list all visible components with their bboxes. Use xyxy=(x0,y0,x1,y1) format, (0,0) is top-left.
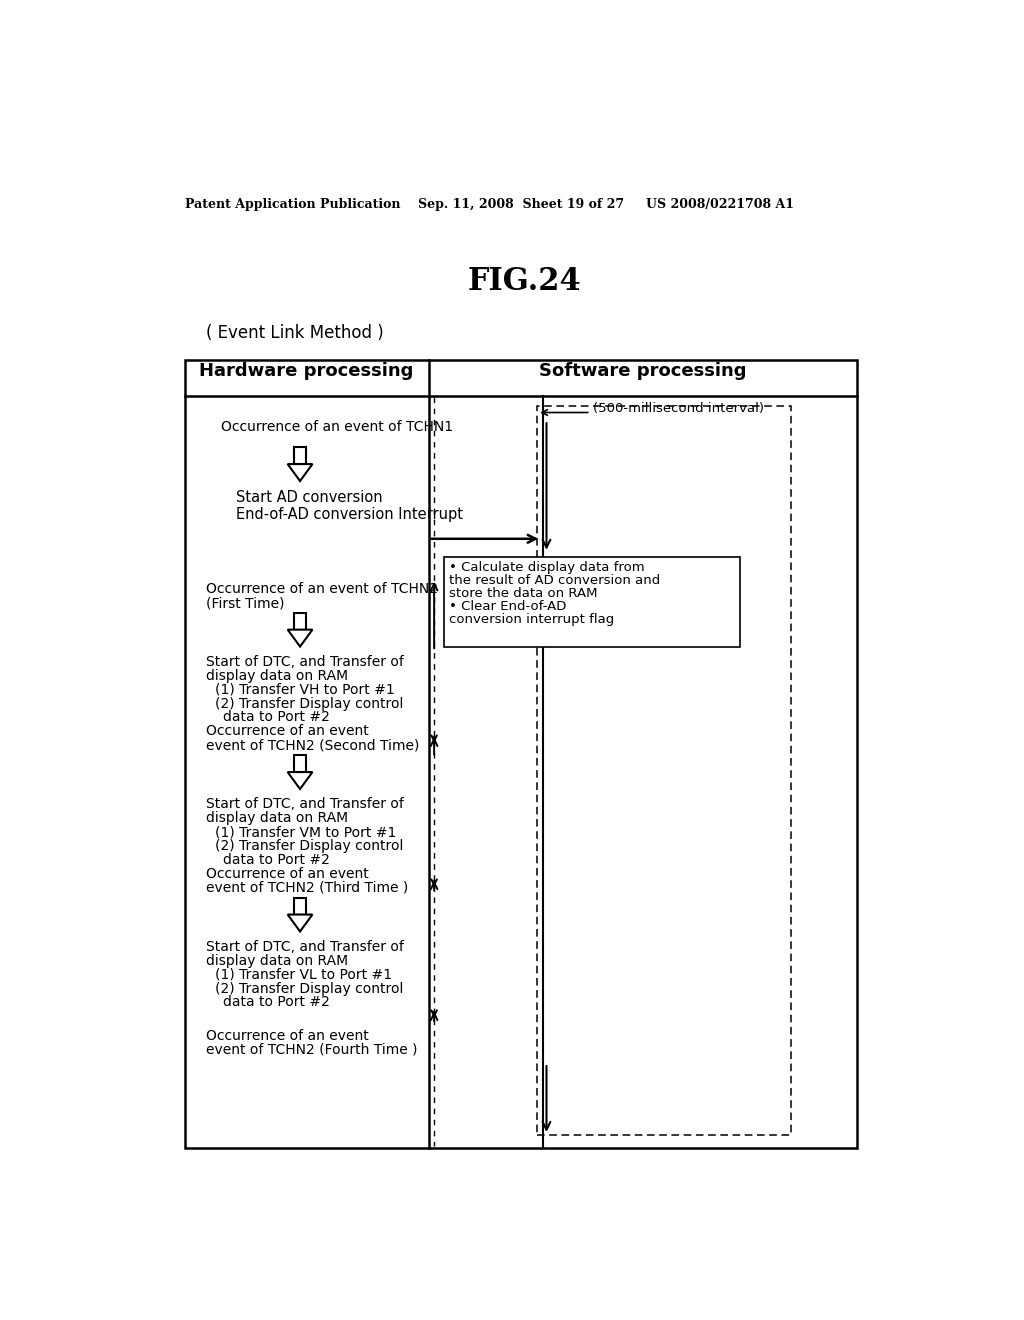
Bar xyxy=(294,898,306,915)
Text: (1) Transfer VL to Port #1: (1) Transfer VL to Port #1 xyxy=(215,968,392,982)
Polygon shape xyxy=(288,630,312,647)
Text: ( Event Link Method ): ( Event Link Method ) xyxy=(206,323,383,342)
Polygon shape xyxy=(288,772,312,789)
Text: data to Port #2: data to Port #2 xyxy=(222,710,330,725)
Text: Hardware processing: Hardware processing xyxy=(200,363,414,380)
Text: Start of DTC, and Transfer of: Start of DTC, and Transfer of xyxy=(206,940,403,954)
Text: Occurrence of an event of TCHN2: Occurrence of an event of TCHN2 xyxy=(206,582,437,595)
Text: Occurrence of an event: Occurrence of an event xyxy=(206,867,369,880)
Text: • Calculate display data from: • Calculate display data from xyxy=(449,561,644,574)
Polygon shape xyxy=(288,915,312,932)
Text: • Clear End-of-AD: • Clear End-of-AD xyxy=(449,601,566,614)
Text: (2) Transfer Display control: (2) Transfer Display control xyxy=(215,697,403,710)
Bar xyxy=(294,447,306,465)
Bar xyxy=(294,755,306,772)
Text: store the data on RAM: store the data on RAM xyxy=(449,587,597,601)
Text: event of TCHN2 (Third Time ): event of TCHN2 (Third Time ) xyxy=(206,880,408,895)
Text: (2) Transfer Display control: (2) Transfer Display control xyxy=(215,982,403,995)
Text: FIG.24: FIG.24 xyxy=(468,267,582,297)
Bar xyxy=(538,407,791,1135)
Bar xyxy=(294,612,306,630)
Text: Start of DTC, and Transfer of: Start of DTC, and Transfer of xyxy=(206,797,403,812)
Text: event of TCHN2 (Fourth Time ): event of TCHN2 (Fourth Time ) xyxy=(206,1043,417,1056)
Text: (First Time): (First Time) xyxy=(206,597,284,611)
Text: Start AD conversion: Start AD conversion xyxy=(237,490,383,504)
Polygon shape xyxy=(288,465,312,480)
Text: (2) Transfer Display control: (2) Transfer Display control xyxy=(215,840,403,853)
Text: Software processing: Software processing xyxy=(539,363,746,380)
Text: the result of AD conversion and: the result of AD conversion and xyxy=(449,574,660,587)
Text: (500-millisecond interval): (500-millisecond interval) xyxy=(593,401,764,414)
Text: event of TCHN2 (Second Time): event of TCHN2 (Second Time) xyxy=(206,738,419,752)
Bar xyxy=(444,557,740,647)
Text: Occurrence of an event: Occurrence of an event xyxy=(206,725,369,738)
Text: Start of DTC, and Transfer of: Start of DTC, and Transfer of xyxy=(206,655,403,669)
Bar xyxy=(184,360,856,1148)
Text: display data on RAM: display data on RAM xyxy=(206,954,347,968)
Text: Occurrence of an event of TCHN1: Occurrence of an event of TCHN1 xyxy=(221,420,454,434)
Text: (1) Transfer VM to Port #1: (1) Transfer VM to Port #1 xyxy=(215,825,396,840)
Text: (1) Transfer VH to Port #1: (1) Transfer VH to Port #1 xyxy=(215,682,394,697)
Text: data to Port #2: data to Port #2 xyxy=(222,853,330,867)
Text: data to Port #2: data to Port #2 xyxy=(222,995,330,1010)
Text: End-of-AD conversion Interrupt: End-of-AD conversion Interrupt xyxy=(237,507,464,523)
Text: Patent Application Publication    Sep. 11, 2008  Sheet 19 of 27     US 2008/0221: Patent Application Publication Sep. 11, … xyxy=(184,198,794,211)
Text: conversion interrupt flag: conversion interrupt flag xyxy=(449,614,614,627)
Text: display data on RAM: display data on RAM xyxy=(206,669,347,682)
Text: display data on RAM: display data on RAM xyxy=(206,812,347,825)
Text: Occurrence of an event: Occurrence of an event xyxy=(206,1028,369,1043)
